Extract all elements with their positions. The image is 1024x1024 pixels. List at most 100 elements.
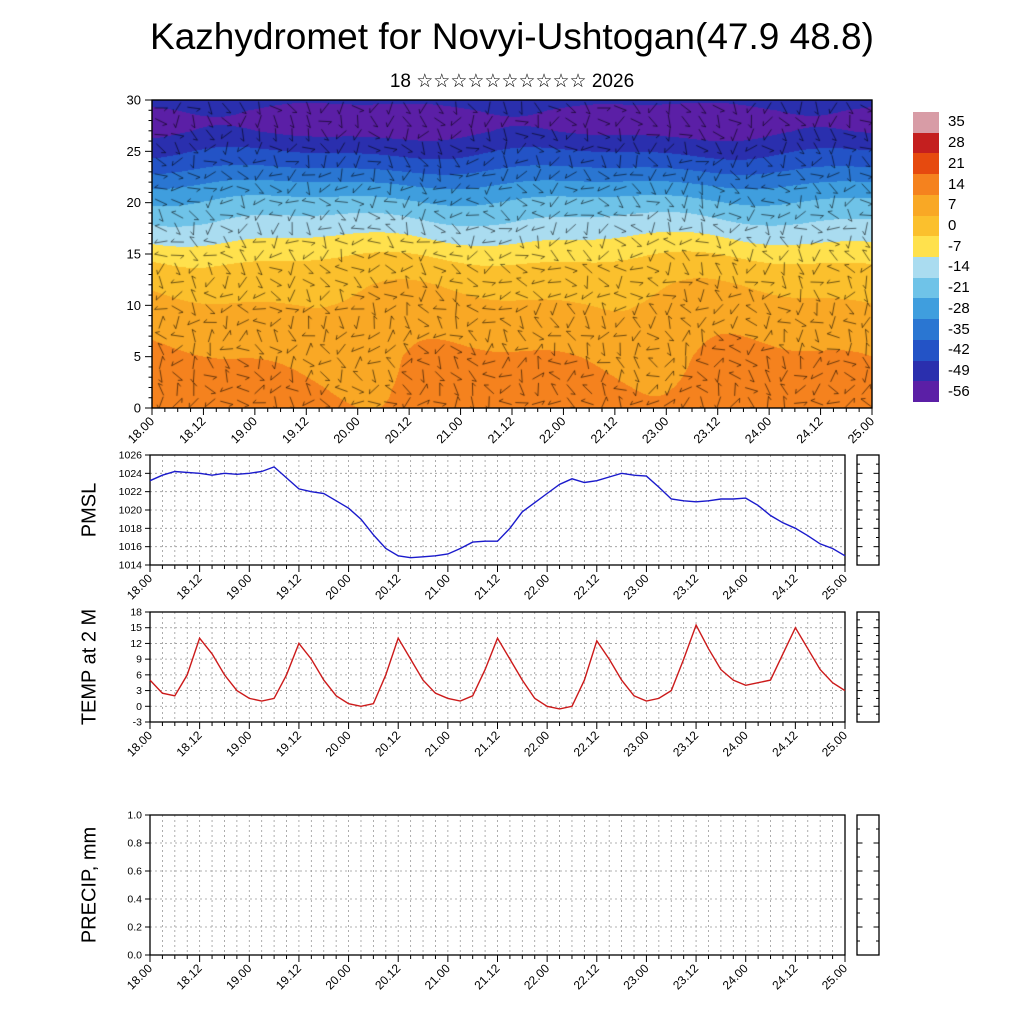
heatmap-x-tick-label: 20.00 (331, 414, 363, 446)
x-tick-label: 20.00 (323, 571, 354, 602)
svg-text:25: 25 (127, 144, 141, 159)
x-tick-label: 23.12 (670, 571, 701, 602)
colorbar-label: -56 (948, 382, 970, 400)
heatmap-x-tick-label: 23.12 (691, 414, 723, 446)
heatmap-x-tick-label: 25.00 (845, 414, 877, 446)
y-tick-label: 3 (136, 685, 142, 697)
colorbar-segment (913, 339, 939, 361)
date-subtitle: 18 ☆☆☆☆☆☆☆☆☆☆ 2026 (389, 71, 635, 92)
precip-mm-panel: 0.0 0.2 0.4 0.6 0.8 1.0 18.00 18.12 19.00 19.12 20… (124, 810, 880, 992)
y-tick-label: 12 (130, 638, 142, 650)
precip-axis-title: PRECIP, mm (78, 826, 101, 944)
x-tick-label: 18.00 (124, 728, 155, 759)
x-tick-label: 21.12 (471, 728, 502, 759)
colorbar-label: 14 (948, 175, 965, 193)
x-tick-label: 20.00 (323, 728, 354, 759)
y-tick-label: 9 (136, 654, 142, 666)
colorbar-label: -49 (948, 361, 970, 379)
colorbar-label: -21 (948, 279, 970, 297)
x-tick-label: 19.12 (273, 728, 304, 759)
x-tick-label: 22.12 (571, 961, 602, 992)
colorbar-label: 28 (948, 134, 965, 152)
x-tick-label: 18.12 (174, 571, 205, 602)
x-tick-label: 18.00 (124, 961, 155, 992)
page-title: Kazhydromet for Novyi-Ushtogan(47.9 48.8… (150, 16, 874, 57)
x-tick-label: 19.00 (223, 728, 254, 759)
temp-at-2-m-series-line (149, 623, 846, 710)
x-tick-label: 24.12 (769, 571, 800, 602)
x-tick-label: 22.12 (571, 728, 602, 759)
svg-text:10: 10 (127, 298, 141, 313)
x-tick-label: 23.00 (620, 961, 651, 992)
y-tick-label: 1026 (119, 450, 143, 462)
pmsl-panel: 1014 1016 1018 1020 1022 1024 1026 18.00 18.12 19… (119, 450, 880, 602)
x-tick-label: 19.00 (223, 961, 254, 992)
colorbar-label: 7 (948, 196, 957, 214)
y-tick-label: 18 (130, 607, 142, 619)
temp2m-axis-title: TEMP at 2 M (78, 608, 101, 726)
colorbar-segment (913, 277, 939, 299)
x-tick-label: 23.00 (620, 728, 651, 759)
colorbar-segment (913, 153, 939, 175)
x-tick-label: 21.12 (471, 571, 502, 602)
y-tick-label: 1016 (119, 541, 143, 553)
y-tick-label: 1024 (119, 468, 143, 480)
colorbar-label: 35 (948, 113, 965, 131)
x-tick-label: 18.12 (174, 728, 205, 759)
colorbar-label: -35 (948, 320, 970, 338)
colorbar-segment (913, 319, 939, 340)
y-tick-label: 6 (136, 669, 142, 681)
colorbar-segment (913, 381, 939, 403)
y-tick-label: 15 (130, 622, 142, 634)
colorbar-label: 0 (948, 216, 957, 234)
heatmap-x-tick-label: 21.12 (485, 414, 517, 446)
y-tick-label: 0.2 (127, 922, 142, 934)
colorbar-label: -7 (948, 237, 962, 255)
x-tick-label: 24.12 (769, 961, 800, 992)
heatmap-x-tick-label: 22.00 (537, 414, 569, 446)
x-tick-label: 18.00 (124, 571, 155, 602)
x-tick-label: 20.12 (372, 728, 403, 759)
heatmap-x-tick-label: 21.00 (434, 414, 466, 446)
x-tick-label: 24.00 (720, 571, 751, 602)
pmsl-series-line (149, 466, 846, 559)
heatmap-x-tick-label: 18.00 (125, 414, 157, 446)
colorbar-segment (913, 132, 939, 154)
x-tick-label: 25.00 (819, 728, 850, 759)
y-tick-label: 0.8 (127, 838, 142, 850)
colorbar-label: -14 (948, 258, 970, 276)
y-tick-label: 1.0 (127, 810, 142, 822)
colorbar-segment (913, 215, 939, 237)
x-tick-label: 22.12 (571, 571, 602, 602)
x-tick-label: 19.12 (273, 571, 304, 602)
x-tick-label: 19.00 (223, 571, 254, 602)
x-tick-label: 24.12 (769, 728, 800, 759)
heatmap-x-tick-label: 22.12 (588, 414, 620, 446)
x-tick-label: 21.00 (422, 728, 453, 759)
y-tick-label: 0 (136, 701, 142, 713)
x-tick-label: 19.12 (273, 961, 304, 992)
colorbar-segment (913, 174, 939, 195)
colorbar-segment (913, 360, 939, 382)
x-tick-label: 22.00 (521, 961, 552, 992)
cross-section-heatmap (152, 100, 872, 408)
temperature-colorbar (913, 112, 939, 403)
x-tick-label: 23.12 (670, 961, 701, 992)
svg-text:20: 20 (127, 195, 141, 210)
x-tick-label: 25.00 (819, 571, 850, 602)
y-tick-label: 1014 (119, 560, 143, 572)
y-tick-label: 0.0 (127, 950, 142, 962)
heatmap-x-tick-label: 19.12 (279, 414, 311, 446)
x-tick-label: 20.12 (372, 571, 403, 602)
colorbar-segment (913, 194, 939, 216)
y-tick-label: 1018 (119, 523, 143, 535)
colorbar-segment (913, 257, 939, 278)
x-tick-label: 24.00 (720, 961, 751, 992)
x-tick-label: 23.12 (670, 728, 701, 759)
y-tick-label: 1020 (119, 505, 143, 517)
colorbar-segment (913, 298, 939, 320)
pmsl-axis-title: PMSL (78, 482, 101, 538)
svg-text:30: 30 (127, 93, 141, 108)
heatmap-x-tick-label: 20.12 (382, 414, 414, 446)
